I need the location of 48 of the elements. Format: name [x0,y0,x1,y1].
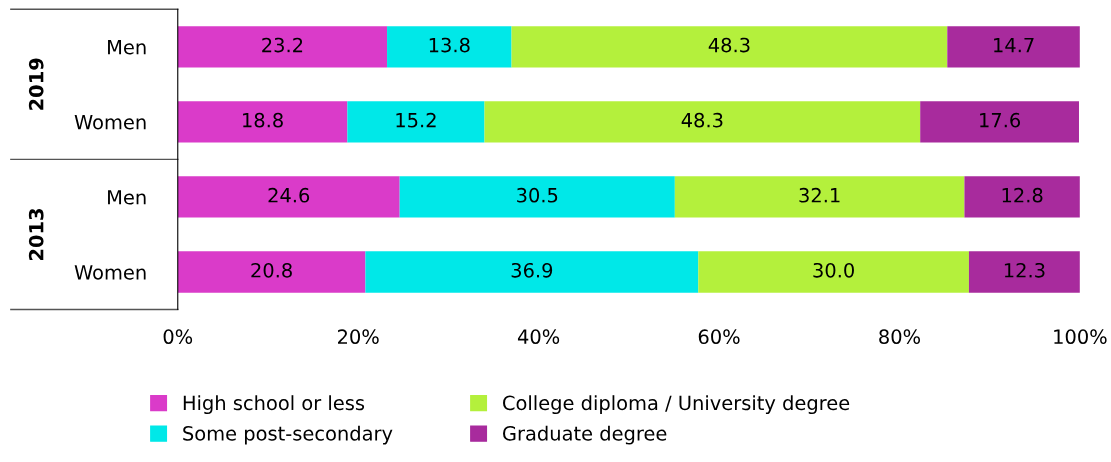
data-label: 12.8 [1002,187,1043,203]
data-label: 12.3 [1004,262,1045,278]
bar [347,101,485,143]
bar [698,251,969,293]
bar [968,251,1080,293]
bar [484,101,921,143]
bar [920,101,1079,143]
x-tick-label: 20% [338,329,379,345]
x-tick-label: 60% [698,329,740,345]
data-label: 23.2 [262,37,303,53]
x-tick-label: 0% [163,329,193,345]
bar [947,26,1080,68]
data-label: 48.3 [708,37,750,53]
bar [674,176,965,218]
legend-label: High school or less [183,395,365,415]
bar [177,176,400,218]
y-tick-label: Men [108,39,146,55]
data-label: 14.7 [994,37,1034,53]
data-label: 48.3 [681,112,723,128]
bar [511,26,948,68]
data-label: 32.1 [799,187,840,203]
x-tick-label: 40% [517,329,560,345]
bar [177,101,348,143]
text: 2019 [28,58,44,110]
y-tick-label: Men [108,190,146,205]
legend-label: College diploma / University degree [503,395,850,415]
bar [387,26,512,68]
data-label: 20.8 [251,262,292,278]
data-label: 24.6 [268,187,310,203]
x-tick-label: 80% [879,329,920,345]
bar [365,251,699,293]
data-label: 30.5 [517,187,558,203]
data-label: 17.6 [980,112,1021,128]
data-label: 18.8 [243,112,283,128]
y-tick-label: Women [74,115,146,130]
data-label: 36.9 [511,262,553,278]
data-label: 15.2 [396,112,436,128]
bar [964,176,1080,218]
bar [177,26,388,68]
bar [177,251,366,293]
x-tick-label: 100% [1054,329,1107,345]
legend-label: Graduate degree [503,425,667,445]
bar [399,176,675,218]
legend-label: Some post-secondary [183,425,393,445]
data-label: 30.0 [813,262,854,278]
data-label: 13.8 [429,37,470,53]
y-tick-label: Women [74,265,146,280]
text: 2013 [28,208,44,260]
